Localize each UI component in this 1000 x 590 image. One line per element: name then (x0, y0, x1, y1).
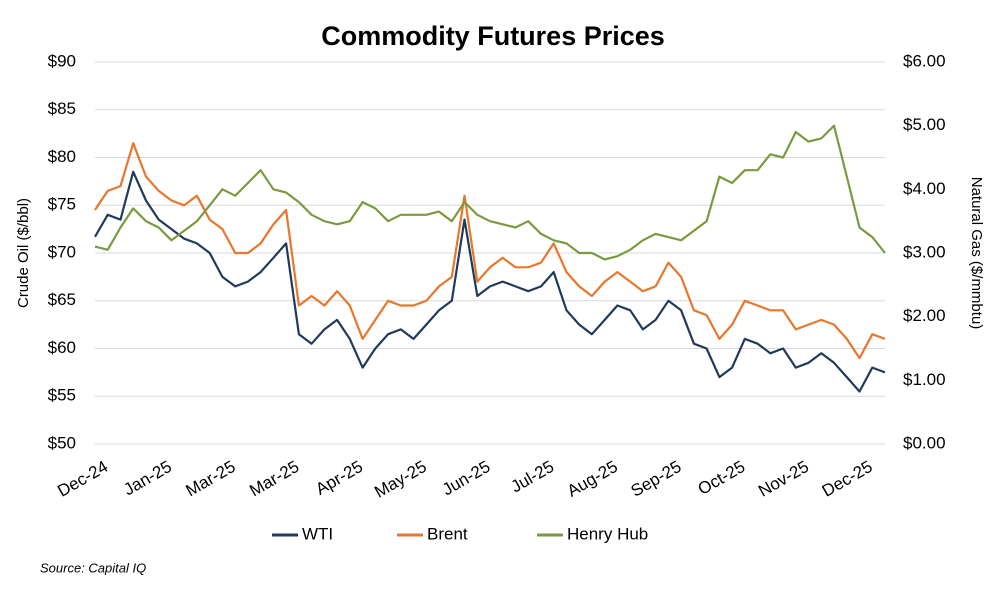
series-line (94, 124, 886, 261)
chart-title: Commodity Futures Prices (321, 21, 665, 51)
y-tick-label: $90 (48, 51, 76, 70)
y2-tick-label: $1.00 (903, 370, 946, 389)
y-tick-label: $75 (48, 195, 76, 214)
y2-tick-label: $5.00 (903, 115, 946, 134)
series-line (94, 170, 886, 393)
legend-label: Brent (427, 524, 468, 543)
y2-tick-label: $0.00 (903, 433, 946, 452)
series-line (94, 142, 886, 360)
y-tick-label: $85 (48, 99, 76, 118)
y-tick-label: $60 (48, 338, 76, 357)
y2-tick-label: $2.00 (903, 306, 946, 325)
legend-label: Henry Hub (567, 524, 648, 543)
y-tick-label: $55 (48, 386, 76, 405)
legend-label: WTI (302, 524, 333, 543)
y2-tick-label: $3.00 (903, 242, 946, 261)
y-tick-label: $65 (48, 290, 76, 309)
y-tick-label: $80 (48, 147, 76, 166)
y-tick-label: $50 (48, 433, 76, 452)
y2-tick-label: $6.00 (903, 51, 946, 70)
y2-tick-label: $4.00 (903, 179, 946, 198)
y-axis-title: Crude Oil ($/bbl) (15, 198, 32, 308)
y-tick-label: $70 (48, 242, 76, 261)
source-note: Source: Capital IQ (40, 560, 146, 575)
y2-axis-title: Natural Gas ($/mmbtu) (968, 177, 985, 330)
